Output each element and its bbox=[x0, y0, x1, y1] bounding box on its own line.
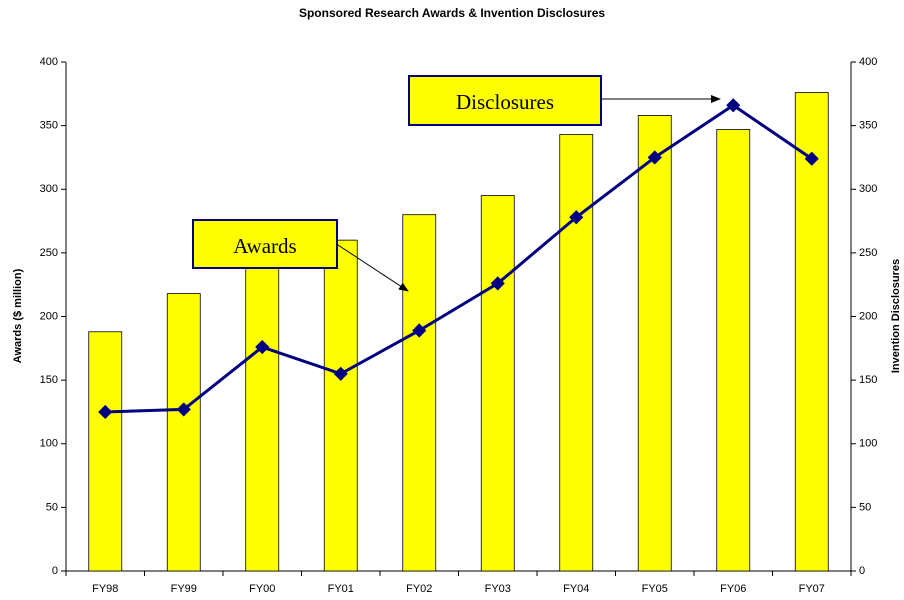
annotation-box bbox=[192, 219, 338, 269]
marker bbox=[176, 402, 191, 417]
y-tick-label: 200 bbox=[40, 310, 58, 322]
x-tick-label: FY98 bbox=[92, 583, 118, 595]
y-tick-label: 150 bbox=[40, 374, 58, 386]
y2-tick-label: 250 bbox=[859, 247, 877, 259]
marker bbox=[255, 339, 270, 355]
plot-area: 0 50 100 150 200 250 300 350 400 0 50 100 150 200 250 3… bbox=[40, 56, 878, 595]
y-tick-label: 250 bbox=[40, 247, 58, 259]
x-tick-label: FY01 bbox=[328, 583, 354, 595]
y2-tick-label: 350 bbox=[859, 120, 877, 132]
line bbox=[105, 103, 813, 414]
bar bbox=[716, 129, 751, 572]
x-tick-label: FY02 bbox=[406, 583, 432, 595]
x-tick-label: FY04 bbox=[563, 583, 589, 595]
annotations: Disclosures Awards bbox=[192, 75, 721, 292]
y-tick-label: 400 bbox=[40, 56, 58, 68]
y-tick-label: 0 bbox=[52, 565, 58, 577]
y2-tick-label: 100 bbox=[859, 438, 877, 450]
y-axis-label: Awards ($ million) bbox=[12, 268, 24, 363]
y-tick-label: 50 bbox=[46, 501, 58, 513]
annotation-box bbox=[408, 75, 602, 126]
annotation-arrow bbox=[337, 244, 409, 292]
y-tick-label: 100 bbox=[40, 438, 58, 450]
marker bbox=[569, 210, 584, 225]
marker bbox=[412, 323, 427, 338]
bar bbox=[166, 293, 201, 572]
bar bbox=[794, 92, 829, 572]
x-tick-label: FY99 bbox=[171, 583, 197, 595]
y2-tick-label: 400 bbox=[859, 56, 877, 68]
y-tick-label: 300 bbox=[40, 183, 58, 195]
y2-tick-label: 300 bbox=[859, 183, 877, 195]
bar bbox=[637, 115, 672, 572]
x-tick-label: FY06 bbox=[720, 583, 746, 595]
y2-axis-label: Invention Disclosures bbox=[890, 259, 902, 373]
bar bbox=[245, 246, 280, 572]
annotation: Awards bbox=[233, 234, 296, 258]
annotation: Disclosures bbox=[456, 90, 554, 114]
bar bbox=[88, 331, 123, 572]
bar bbox=[559, 134, 594, 572]
marker bbox=[333, 366, 348, 381]
y2-tick-label: 50 bbox=[859, 501, 871, 513]
y2-tick-label: 150 bbox=[859, 374, 877, 386]
marker bbox=[726, 98, 741, 113]
x-tick-label: FY05 bbox=[642, 583, 668, 595]
y-tick-label: 350 bbox=[40, 120, 58, 132]
bar bbox=[480, 195, 515, 572]
bar bbox=[323, 239, 358, 572]
x-tick-label: FY07 bbox=[799, 583, 825, 595]
marker bbox=[804, 151, 819, 166]
marker bbox=[490, 276, 505, 291]
x-tick-label: FY00 bbox=[249, 583, 275, 595]
y2-tick-label: 0 bbox=[859, 565, 865, 577]
chart-title: Sponsored Research Awards & Invention Di… bbox=[299, 6, 605, 20]
y2-tick-label: 200 bbox=[859, 310, 877, 322]
marker bbox=[647, 150, 662, 165]
marker bbox=[98, 404, 113, 420]
bar bbox=[402, 214, 437, 572]
x-tick-label: FY03 bbox=[485, 583, 511, 595]
